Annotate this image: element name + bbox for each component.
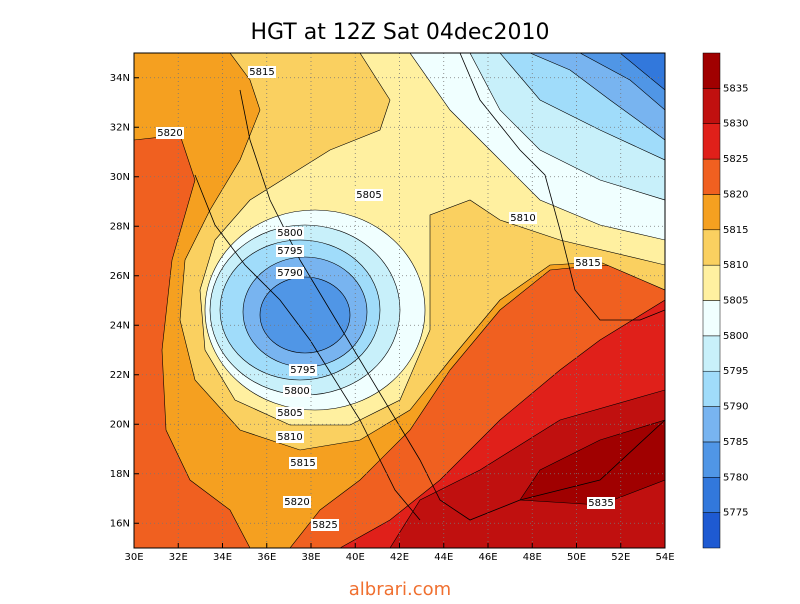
colorbar-box xyxy=(702,370,721,407)
colorbar-label: 5825 xyxy=(723,154,748,165)
contour-label-bg xyxy=(355,189,383,201)
x-tick-label: 44E xyxy=(434,552,453,563)
colorbar-label: 5790 xyxy=(723,402,748,413)
contour-label-bg xyxy=(283,496,311,508)
coastline xyxy=(239,89,665,521)
x-tick-label: 40E xyxy=(346,552,365,563)
x-tick-label: 46E xyxy=(478,552,497,563)
y-tick-label: 26N xyxy=(110,271,130,282)
contour-label: 5815 xyxy=(249,67,274,78)
contour-label-bg xyxy=(587,497,615,509)
contour-label: 5800 xyxy=(277,228,302,239)
x-tick-label: 54E xyxy=(655,552,674,563)
colorbar-box xyxy=(702,194,721,231)
x-tick-label: 50E xyxy=(567,552,586,563)
y-tick-label: 24N xyxy=(110,320,130,331)
contour-label-bg xyxy=(276,431,304,443)
contour-label-bg xyxy=(276,407,304,419)
y-tick-label: 20N xyxy=(110,419,130,430)
height-region xyxy=(259,276,351,354)
x-tick-label: 48E xyxy=(523,552,542,563)
colorbar-box xyxy=(702,264,721,301)
contour-label: 5825 xyxy=(312,520,337,531)
contour-label-bg xyxy=(156,127,184,139)
contour-label-bg xyxy=(509,212,537,224)
contour-label: 5790 xyxy=(277,268,302,279)
contour-label: 5815 xyxy=(575,258,600,269)
colorbar-label: 5820 xyxy=(723,189,748,200)
colorbar-box xyxy=(702,441,721,478)
colorbar-box xyxy=(702,123,721,160)
coastline xyxy=(459,53,665,321)
colorbar-box xyxy=(702,88,721,124)
height-region xyxy=(134,134,251,548)
colorbar-label: 5780 xyxy=(723,472,748,483)
overlay: 30E 32E 34E 36E 38E 40E 42E 44E 46E 48E 50E 52E 54E 1… xyxy=(110,52,748,563)
y-tick-label: 22N xyxy=(110,370,130,381)
contour-label: 5805 xyxy=(356,190,381,201)
x-tick-label: 52E xyxy=(611,552,630,563)
colorbar-label: 5815 xyxy=(723,225,748,236)
contour-label: 5815 xyxy=(290,458,315,469)
x-tick-label: 32E xyxy=(169,552,188,563)
title: HGT at 12Z Sat 04dec2010 xyxy=(250,20,549,45)
contour-label: 5810 xyxy=(277,432,302,443)
contour-label: 5805 xyxy=(277,408,302,419)
colorbar-box xyxy=(702,477,721,513)
contour-label-bg xyxy=(289,364,317,376)
colorbar-box xyxy=(702,52,721,89)
y-tick-label: 28N xyxy=(110,221,130,232)
y-tick-label: 32N xyxy=(110,122,130,133)
contour-label: 5810 xyxy=(510,213,535,224)
x-tick-label: 38E xyxy=(301,552,320,563)
colorbar-label: 5835 xyxy=(723,83,748,94)
colorbar-box xyxy=(702,512,721,549)
colorbar-label: 5810 xyxy=(723,260,748,271)
colorbar-box xyxy=(702,300,721,337)
x-tick-label: 42E xyxy=(390,552,409,563)
contour-label-bg xyxy=(574,257,602,269)
contour-label-bg xyxy=(289,457,317,469)
colorbar-box xyxy=(702,229,721,266)
plot-area xyxy=(134,53,665,548)
colorbar-label: 5795 xyxy=(723,366,748,377)
footer: albrari.com xyxy=(349,579,451,600)
contour-label: 5820 xyxy=(284,497,309,508)
contour-label-bg xyxy=(276,267,304,279)
coastline xyxy=(194,174,421,521)
plot-frame xyxy=(133,52,666,549)
contour-label-bg xyxy=(248,66,276,78)
contour-label: 5795 xyxy=(277,246,302,257)
contour-label: 5820 xyxy=(157,128,182,139)
y-tick-label: 34N xyxy=(110,73,130,84)
colorbar-label: 5775 xyxy=(723,508,748,519)
colorbar-box xyxy=(702,158,721,195)
contour-label-bg xyxy=(283,385,311,397)
contour-label: 5800 xyxy=(284,386,309,397)
contour-label: 5795 xyxy=(290,365,315,376)
x-tick-label: 34E xyxy=(213,552,232,563)
x-tick-label: 36E xyxy=(257,552,276,563)
contour-label-bg xyxy=(276,245,304,257)
colorbar-box xyxy=(702,406,721,443)
colorbar-label: 5805 xyxy=(723,296,748,307)
y-tick-label: 18N xyxy=(110,469,130,480)
contour-label-bg xyxy=(311,519,339,531)
y-tick-label: 30N xyxy=(110,172,130,183)
contour-label: 5835 xyxy=(588,498,613,509)
colorbar-box xyxy=(702,335,721,372)
contour-label-bg xyxy=(276,227,304,239)
colorbar-label: 5800 xyxy=(723,331,748,342)
height-region xyxy=(619,53,665,91)
x-tick-label: 30E xyxy=(124,552,143,563)
y-tick-label: 16N xyxy=(110,518,130,529)
colorbar-label: 5785 xyxy=(723,437,748,448)
colorbar-label: 5830 xyxy=(723,119,748,130)
